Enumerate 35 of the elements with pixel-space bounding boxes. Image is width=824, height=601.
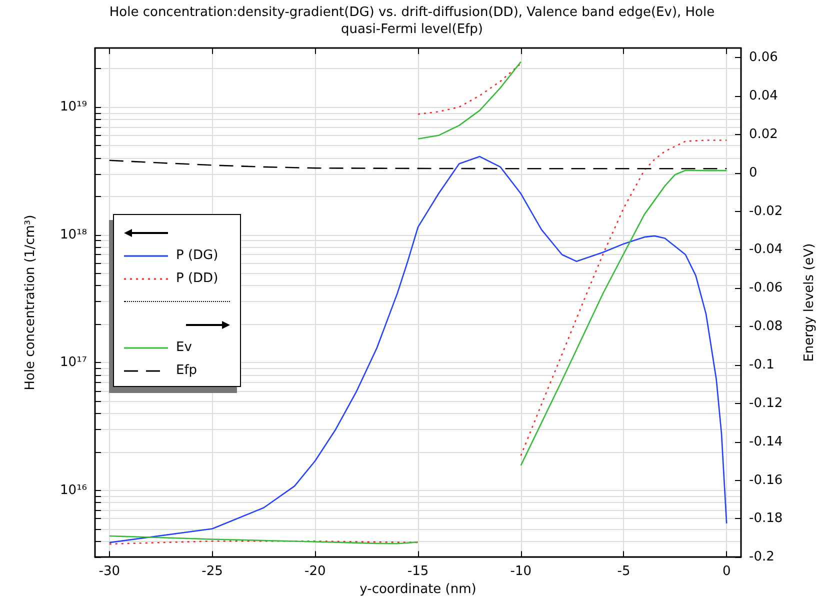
y-tick-label: 10¹⁷ [60,355,87,370]
y2-tick-label: 0 [749,165,758,180]
x-tick-label: -5 [617,564,630,580]
legend-label: P (DG) [176,248,218,263]
line-series [108,160,728,170]
x-axis-title: y-coordinate (nm) [360,582,476,597]
y-tick-label: 10¹⁸ [60,227,87,242]
x-tick-label: 0 [722,564,731,580]
y2-axis-title: Energy levels (eV) [802,243,817,362]
x-tick-label: -30 [98,564,120,580]
y2-tick-label: -0.2 [749,550,774,565]
y2-tick-label: -0.06 [749,280,783,296]
chart-title: Hole concentration:density-gradient(DG) vs. drift-diffusion(DD), Valence band edge(Ev), Hole quasi-Fermi level(Efp) [108,4,716,38]
y2-tick-label: -0.08 [749,319,783,334]
x-tick-label: -15 [407,564,429,580]
y-tick-label: 10¹⁹ [60,100,87,115]
legend-label: Efp [176,363,198,378]
x-tick-label: -20 [304,564,326,580]
y2-tick-label: 0.06 [749,50,778,66]
y2-tick-label: -0.02 [749,204,783,219]
line-series [108,156,728,544]
y2-tick-label: -0.12 [749,396,783,411]
x-tick-label: -25 [202,564,223,580]
y-axis-title: Hole concentration (1/cm³) [23,214,38,390]
legend-label: P (DD) [176,271,218,286]
y-tick-label: 10¹⁶ [60,482,87,498]
x-tick-label: -10 [510,564,532,580]
y2-tick-label: 0.02 [749,126,778,142]
y2-tick-label: -0.14 [749,434,783,450]
y2-tick-label: 0.04 [749,88,778,104]
y2-tick-label: -0.16 [749,472,783,488]
y2-tick-label: -0.04 [749,242,783,258]
y2-tick-label: -0.18 [749,511,783,526]
y2-tick-label: -0.1 [749,357,774,372]
legend-label: Ev [176,340,192,355]
